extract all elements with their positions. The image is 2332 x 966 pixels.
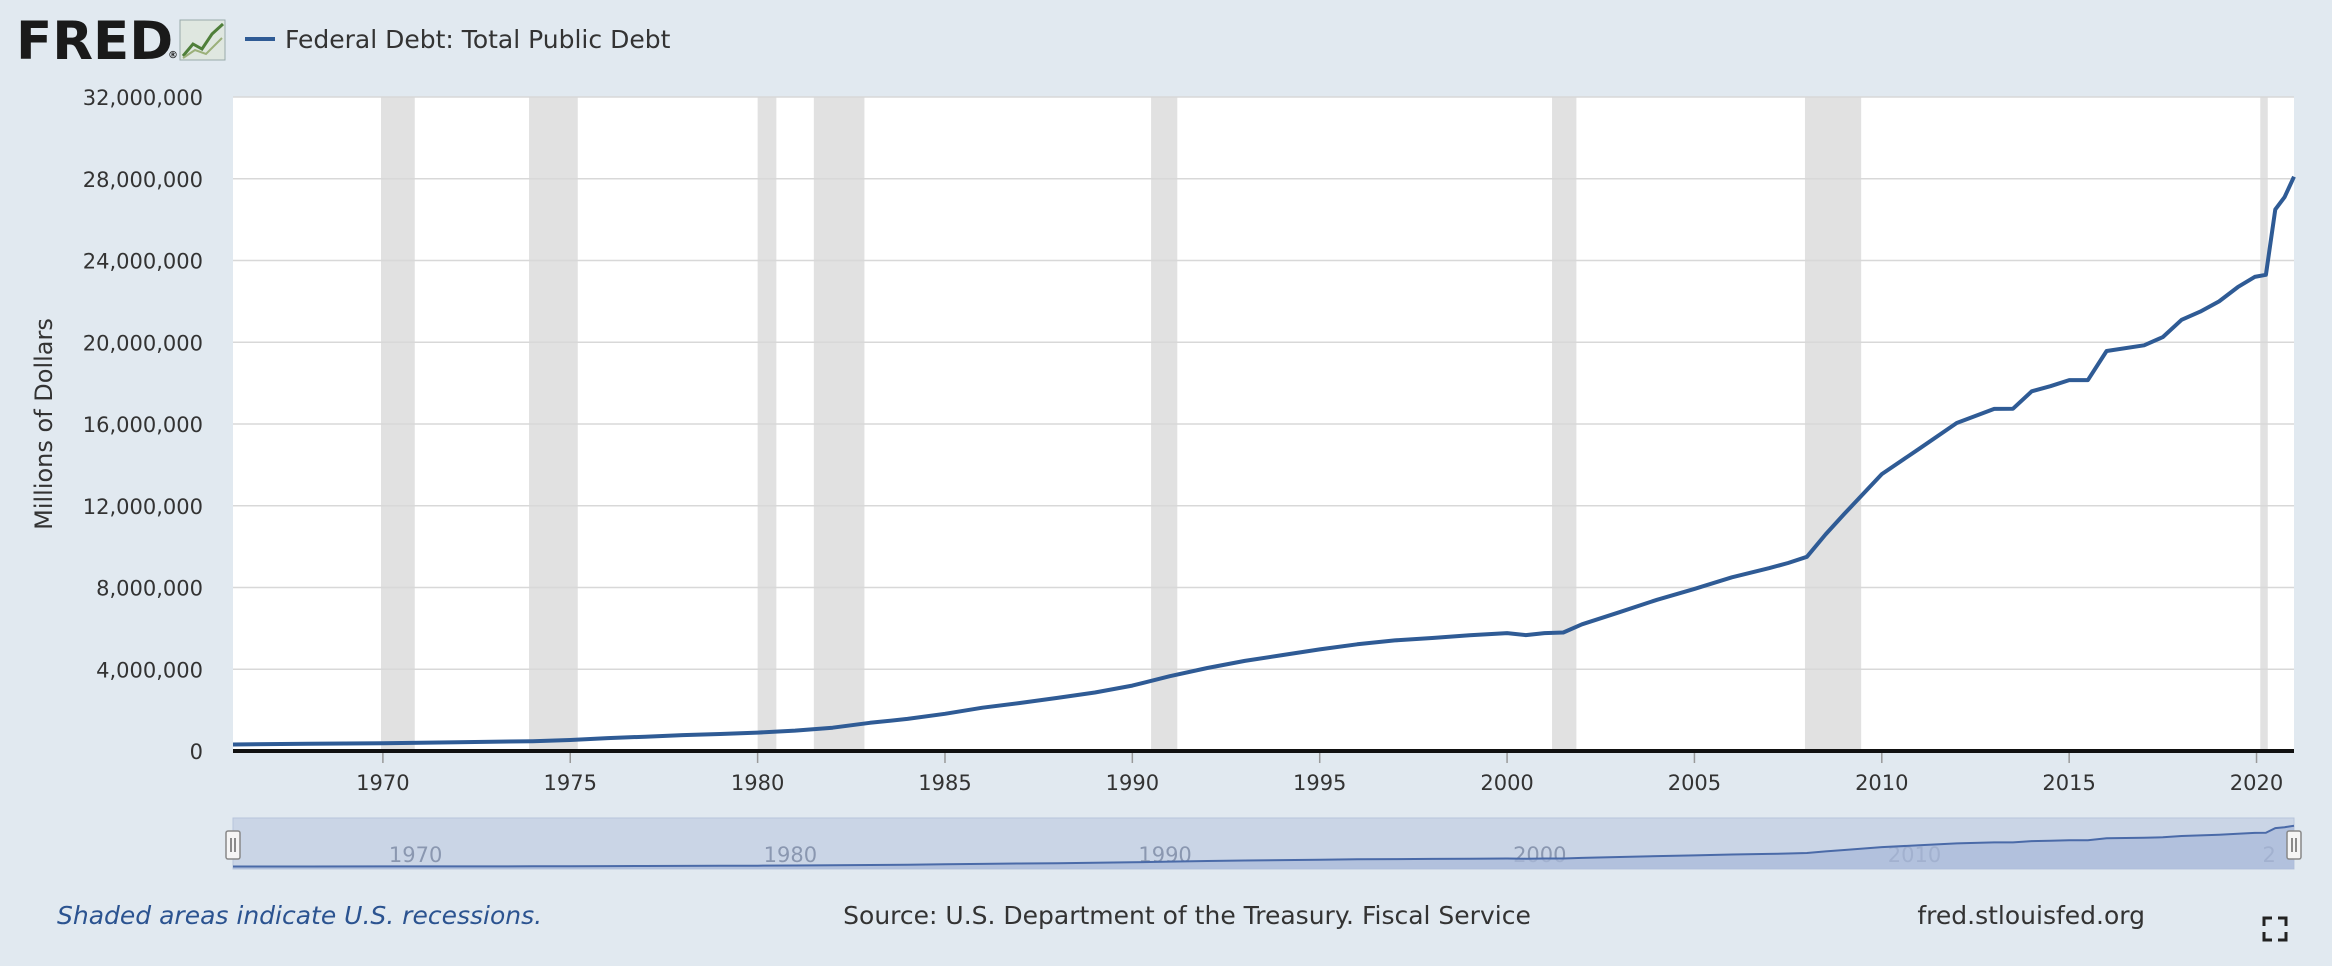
y-tick-label: 32,000,000: [83, 86, 203, 110]
y-tick-label: 28,000,000: [83, 168, 203, 192]
y-tick-label: 4,000,000: [96, 658, 203, 682]
y-tick-label: 0: [190, 740, 203, 764]
y-tick-label: 24,000,000: [83, 250, 203, 274]
registered-mark: ®: [168, 50, 178, 61]
navigator-right-handle[interactable]: [2286, 830, 2302, 860]
x-tick-label: 2010: [1855, 771, 1908, 795]
navigator-label: 1980: [764, 843, 817, 867]
series-line-total-public-debt[interactable]: [232, 175, 2296, 747]
x-tick-label: 1990: [1106, 771, 1159, 795]
y-axis-label: Millions of Dollars: [30, 318, 58, 530]
data-series[interactable]: [232, 175, 2296, 747]
x-tick-label: 1995: [1293, 771, 1346, 795]
navigator-series: [233, 824, 2295, 869]
y-tick-label: 12,000,000: [83, 495, 203, 519]
x-tick-label: 2005: [1668, 771, 1721, 795]
navigator-left-handle[interactable]: [225, 830, 241, 860]
x-tick-label: 2015: [2042, 771, 2095, 795]
fred-logo[interactable]: FRED ®: [16, 11, 226, 72]
y-tick-label: 20,000,000: [83, 331, 203, 355]
x-axis-ticks: 1970 1975 1980 1985 1990 1995 2000 2005 2010 2015…: [356, 751, 2283, 795]
navigator-area: [233, 825, 2294, 869]
expand-icon[interactable]: [2260, 914, 2290, 944]
fred-logo-text: FRED: [16, 11, 173, 72]
x-tick-label: 2020: [2230, 771, 2283, 795]
x-tick-label: 2000: [1480, 771, 1533, 795]
x-tick-label: 1980: [731, 771, 784, 795]
y-tick-label: 8,000,000: [96, 577, 203, 601]
x-tick-label: 1985: [918, 771, 971, 795]
y-axis-ticks: 0 4,000,000 8,000,000 12,000,000 16,000,000 2…: [83, 86, 203, 764]
range-navigator[interactable]: 197019801990200020102: [225, 817, 2302, 870]
y-tick-label: 16,000,000: [83, 413, 203, 437]
legend-label: Federal Debt: Total Public Debt: [285, 25, 671, 54]
recession-note: Shaded areas indicate U.S. recessions.: [57, 901, 542, 930]
y-gridlines: [233, 96, 2294, 670]
x-tick-label: 1970: [356, 771, 409, 795]
source-text: Source: U.S. Department of the Treasury.…: [843, 901, 1531, 930]
legend[interactable]: Federal Debt: Total Public Debt: [245, 25, 671, 54]
navigator-label: 1970: [389, 843, 442, 867]
navigator-line: [233, 824, 2295, 868]
site-link[interactable]: fred.stlouisfed.org: [1917, 901, 2145, 930]
trend-graph-icon: [179, 19, 226, 61]
x-tick-label: 1975: [544, 771, 597, 795]
